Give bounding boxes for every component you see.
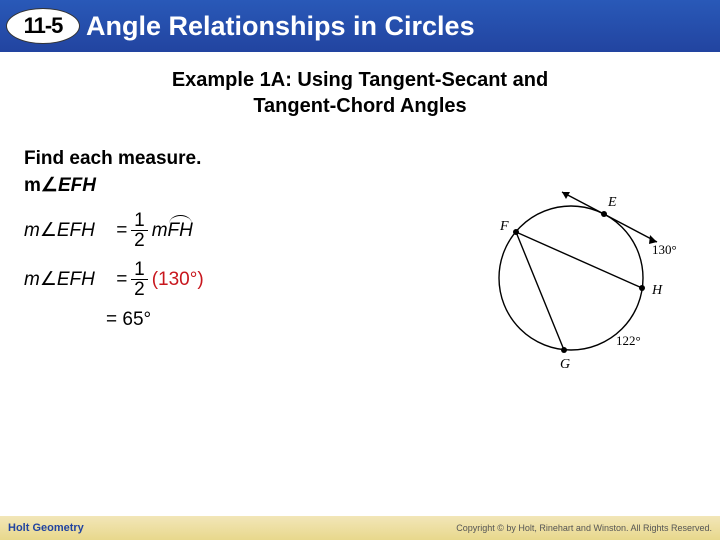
eq1-lhs: m∠EFH bbox=[24, 219, 116, 242]
label-e: E bbox=[607, 195, 617, 210]
angle-symbol-icon: ∠ bbox=[41, 175, 58, 196]
header-bar: 11-5 Angle Relationships in Circles bbox=[0, 0, 720, 52]
eq1-lhs-prefix: m bbox=[24, 220, 40, 241]
point-g bbox=[561, 347, 567, 353]
eq2-lhs-angle: EFH bbox=[57, 269, 95, 290]
prompt-line1: Find each measure. bbox=[24, 148, 696, 170]
circle-diagram: E F G H 130° 122° bbox=[456, 170, 686, 380]
eq1-lhs-angle: EFH bbox=[57, 220, 95, 241]
label-h: H bbox=[651, 283, 663, 298]
header-title: Angle Relationships in Circles bbox=[86, 11, 475, 42]
frac-den: 2 bbox=[131, 231, 148, 250]
footer-copyright: Copyright © by Holt, Rinehart and Winsto… bbox=[456, 523, 712, 533]
arc-label-130: 130° bbox=[652, 242, 677, 257]
lesson-badge: 11-5 bbox=[6, 8, 80, 44]
diagram-circle bbox=[499, 206, 643, 350]
fraction-half: 1 2 bbox=[131, 211, 148, 250]
arc-fh: FH bbox=[168, 220, 193, 242]
eq2-rhs-value: (130°) bbox=[152, 269, 204, 291]
prompt-angle: EFH bbox=[58, 175, 96, 196]
arc-label-122: 122° bbox=[616, 333, 641, 348]
eq2-equals: = bbox=[116, 269, 127, 291]
subtitle-line1: Example 1A: Using Tangent-Secant and bbox=[0, 68, 720, 94]
point-h bbox=[639, 285, 645, 291]
label-g: G bbox=[560, 357, 570, 372]
footer-left: Holt Geometry bbox=[8, 522, 84, 534]
eq1-rhs: mFH bbox=[152, 220, 193, 242]
eq2-lhs: m∠EFH bbox=[24, 268, 116, 291]
fraction-half: 1 2 bbox=[131, 260, 148, 299]
footer-bar: Holt Geometry Copyright © by Holt, Rineh… bbox=[0, 516, 720, 540]
frac-num2: 1 bbox=[131, 260, 148, 280]
example-subtitle: Example 1A: Using Tangent-Secant and Tan… bbox=[0, 68, 720, 119]
angle-symbol-icon: ∠ bbox=[40, 269, 57, 290]
point-e bbox=[601, 211, 607, 217]
diagram-svg: E F G H 130° 122° bbox=[456, 170, 686, 380]
frac-den2: 2 bbox=[131, 280, 148, 299]
label-f: F bbox=[499, 219, 509, 234]
lesson-number: 11-5 bbox=[24, 13, 63, 39]
eq1-equals: = bbox=[116, 220, 127, 242]
frac-num: 1 bbox=[131, 211, 148, 231]
subtitle-line2: Tangent-Chord Angles bbox=[0, 94, 720, 120]
eq1-rhs-prefix: m bbox=[152, 220, 168, 241]
prompt-prefix: m bbox=[24, 175, 41, 196]
point-f bbox=[513, 229, 519, 235]
eq2-lhs-prefix: m bbox=[24, 269, 40, 290]
angle-symbol-icon: ∠ bbox=[40, 220, 57, 241]
